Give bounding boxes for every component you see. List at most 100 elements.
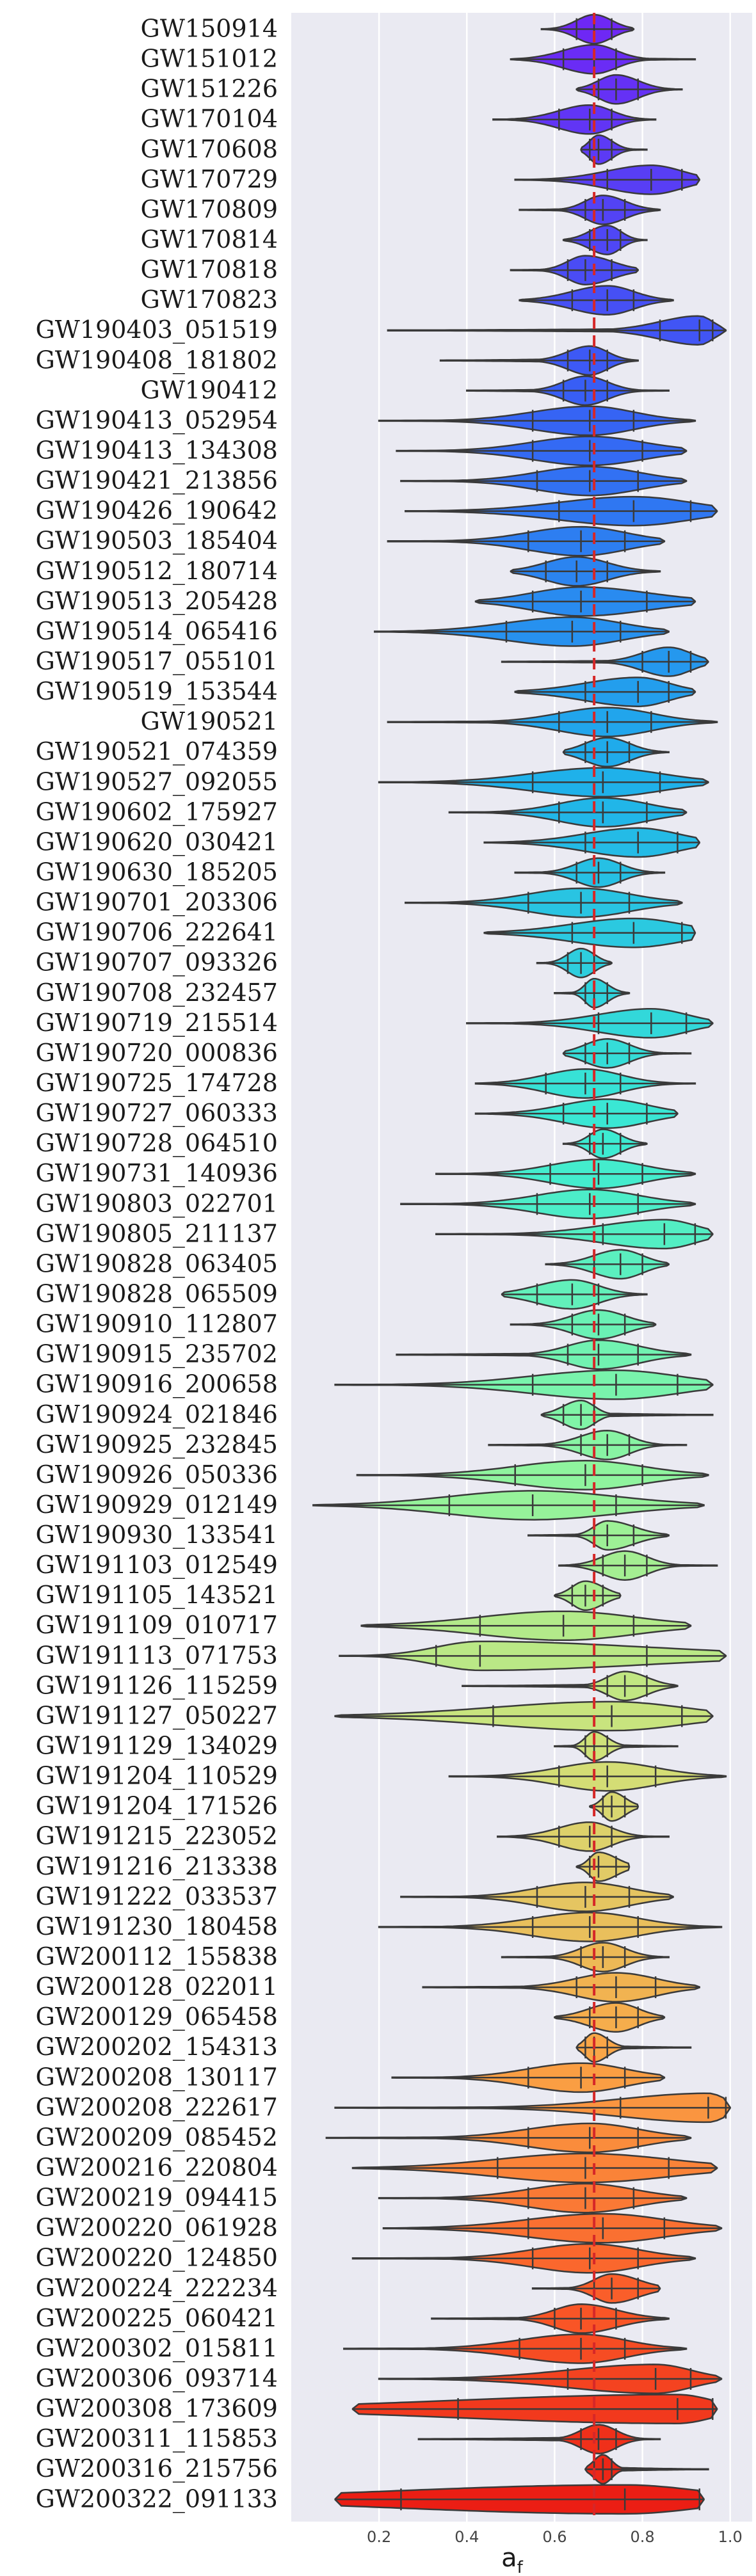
violin-GW150914 [540,13,635,45]
violin-GW191204_171526 [589,1791,639,1822]
y-tick-label-GW170104: GW170104 [141,105,278,133]
y-tick-label-GW190413_052954: GW190413_052954 [35,406,278,435]
y-tick-label-GW190708_232457: GW190708_232457 [35,979,278,1007]
violin-GW190910_112807 [510,1309,657,1340]
y-tick-label-GW190805_211137: GW190805_211137 [35,1219,278,1248]
y-tick-label-GW190924_021846: GW190924_021846 [35,1400,278,1429]
y-tick-label-GW191204_110529: GW191204_110529 [35,1762,278,1791]
violin-GW190929_012149 [312,1490,705,1521]
x-tick-label-2: 0.6 [542,2528,567,2546]
y-tick-label-GW190925_232845: GW190925_232845 [35,1430,278,1459]
y-tick-label-GW190707_093326: GW190707_093326 [35,948,278,977]
y-tick-label-GW170729: GW170729 [141,165,278,193]
y-tick-label-GW190503_185404: GW190503_185404 [35,527,278,556]
y-tick-label-GW200306_093714: GW200306_093714 [35,2364,278,2393]
violin-GW190413_134308 [396,435,688,467]
y-tick-label-GW200128_022011: GW200128_022011 [35,1972,278,2001]
violin-GW190426_190642 [405,495,718,527]
x-tick-labels: 0.2 0.4 0.6 0.8 1.0 [367,2528,743,2546]
violin-GW200216_220804 [351,2152,718,2184]
y-tick-label-GW170814: GW170814 [141,225,278,253]
x-axis-label: af [501,2543,524,2576]
violin-GW191105_143521 [554,1580,622,1612]
violin-GW191113_071753 [339,1640,727,1672]
y-tick-label-GW200224_222234: GW200224_222234 [35,2274,278,2303]
violin-GW200220_124850 [351,2243,696,2274]
y-tick-label-GW200302_015811: GW200302_015811 [35,2334,278,2363]
violin-GW190930_133541 [527,1520,670,1551]
violin-GW200202_154313 [575,2032,692,2063]
y-tick-label-GW190728_064510: GW190728_064510 [35,1129,278,1158]
y-tick-label-GW190803_022701: GW190803_022701 [35,1189,278,1218]
violin-GW200219_094415 [378,2182,688,2214]
y-tick-label-GW191222_033537: GW191222_033537 [35,1882,278,1911]
x-tick-label-0: 0.2 [367,2528,391,2546]
y-tick-label-GW200202_154313: GW200202_154313 [35,2033,278,2061]
y-tick-label-GW200208_130117: GW200208_130117 [35,2063,278,2092]
violin-GW190701_203306 [405,887,683,918]
y-tick-label-GW200225_060421: GW200225_060421 [35,2304,278,2333]
violin-GW200302_015811 [343,2333,688,2364]
violins [312,13,731,2515]
violin-GW200308_173609 [351,2394,718,2424]
y-tick-label-GW200129_065458: GW200129_065458 [35,2003,278,2031]
y-tick-label-GW200311_115853: GW200311_115853 [35,2424,278,2453]
y-tick-label-GW191129_134029: GW191129_134029 [35,1732,278,1761]
violin-GW200311_115853 [417,2424,661,2454]
violin-GW190412 [466,375,670,406]
violin-GW170608 [580,134,648,165]
violin-GW190517_055101 [501,646,709,677]
y-tick-label-GW170823: GW170823 [141,285,278,314]
y-tick-label-GW190421_213856: GW190421_213856 [35,467,278,495]
y-tick-label-GW191109_010717: GW191109_010717 [35,1611,278,1640]
violin-GW200129_065458 [554,2002,666,2033]
y-tick-label-GW191113_071753: GW191113_071753 [35,1641,278,1670]
y-tick-label-GW190412: GW190412 [141,376,278,404]
violin-GW190916_200658 [334,1369,714,1400]
y-tick-label-GW190521: GW190521 [141,707,278,735]
y-tick-label-GW170809: GW170809 [141,195,278,223]
violin-GW190828_065509 [501,1279,648,1310]
violin-GW190421_213856 [400,465,688,497]
y-tick-label-GW191103_012549: GW191103_012549 [35,1551,278,1580]
x-tick-label-1: 0.4 [454,2528,479,2546]
y-tick-label-GW190720_000836: GW190720_000836 [35,1039,278,1068]
y-tick-label-GW190706_222641: GW190706_222641 [35,918,278,947]
y-tick-label-GW190513_205428: GW190513_205428 [35,587,278,616]
x-tick-label-3: 0.8 [630,2528,654,2546]
y-tick-label-GW150914: GW150914 [141,15,278,43]
violin-GW190731_140936 [435,1158,696,1190]
violin-GW190728_064510 [562,1128,648,1159]
y-tick-label-GW190930_133541: GW190930_133541 [35,1521,278,1549]
y-tick-label-GW191216_213338: GW191216_213338 [35,1852,278,1881]
y-tick-label-GW190602_175927: GW190602_175927 [35,797,278,826]
violin-GW190521_074359 [562,737,670,768]
y-tick-label-GW190727_060333: GW190727_060333 [35,1099,278,1128]
violin-GW200208_130117 [391,2062,666,2093]
violin-GW190719_215514 [466,1008,714,1039]
violin-GW190706_222641 [483,917,696,948]
violin-GW191204_110529 [448,1761,727,1792]
violin-GW190727_060333 [474,1098,679,1129]
violin-GW190725_174728 [474,1068,696,1099]
y-tick-label-GW190514_065416: GW190514_065416 [35,617,278,646]
y-tick-label-GW190915_235702: GW190915_235702 [35,1340,278,1369]
y-tick-label-GW190828_065509: GW190828_065509 [35,1279,278,1308]
violin-GW190924_021846 [540,1399,714,1430]
y-tick-label-GW190828_063405: GW190828_063405 [35,1249,278,1278]
y-tick-label-GW190403_051519: GW190403_051519 [35,316,278,344]
y-tick-label-GW190916_200658: GW190916_200658 [35,1370,278,1399]
y-tick-label-GW151226: GW151226 [141,75,278,103]
y-tick-label-GW200322_091133: GW200322_091133 [35,2484,278,2513]
violin-GW191103_012549 [558,1550,718,1581]
y-tick-label-GW190630_185205: GW190630_185205 [35,858,278,886]
y-tick-label-GW200209_085452: GW200209_085452 [35,2123,278,2152]
y-tick-label-GW200112_155838: GW200112_155838 [35,1942,278,1971]
violin-GW191222_033537 [400,1882,674,1912]
violin-GW191126_115259 [462,1670,679,1702]
y-tick-label-GW191215_223052: GW191215_223052 [35,1822,278,1851]
violin-GW200316_215756 [584,2454,709,2484]
violin-GW200225_060421 [431,2303,670,2334]
